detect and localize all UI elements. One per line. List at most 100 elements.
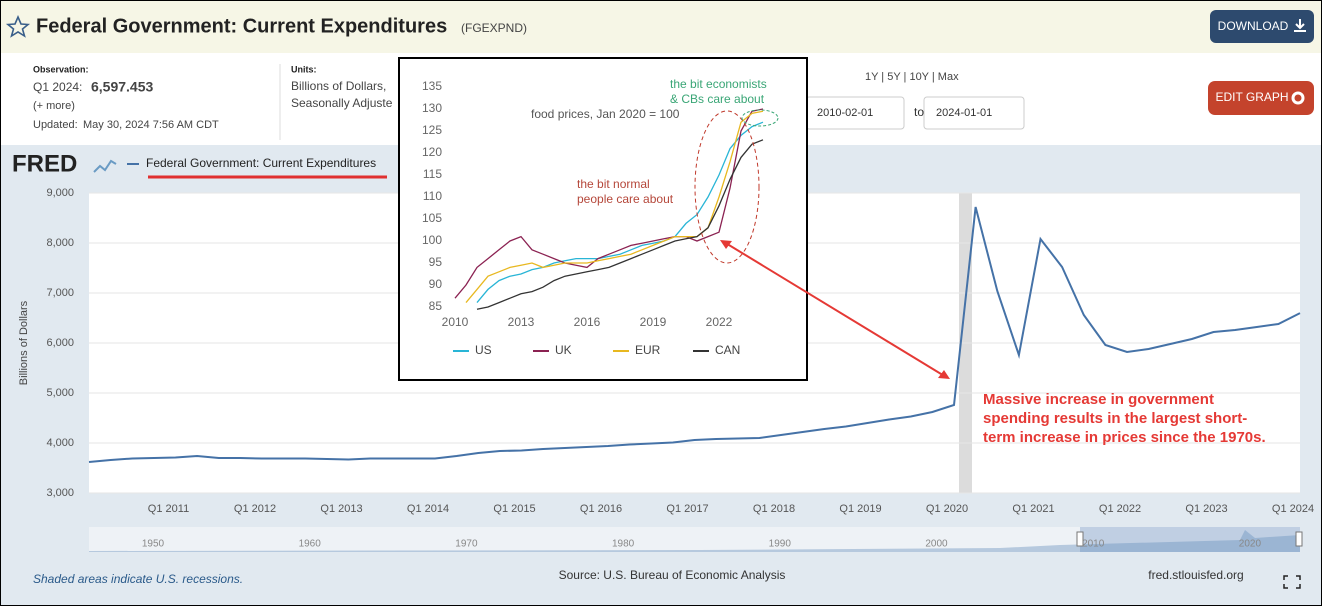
y-tick-label: 135 (422, 79, 442, 93)
recession-note: Shaded areas indicate U.S. recessions. (33, 572, 243, 586)
y-tick-label: 6,000 (46, 337, 74, 349)
more-link[interactable]: (+ more) (33, 100, 75, 112)
x-tick-label: 2010 (442, 315, 469, 329)
units-label: Units: (291, 64, 317, 74)
download-icon (1294, 19, 1306, 32)
legend-label: CAN (715, 343, 740, 357)
y-axis-label: Billions of Dollars (18, 300, 30, 385)
navigator-label: 1950 (142, 539, 165, 550)
x-tick-label: Q1 2019 (839, 503, 881, 515)
y-tick-label: 120 (422, 145, 442, 159)
x-tick-label: Q1 2012 (234, 503, 276, 515)
series-line (88, 206, 1301, 463)
annotation-line: spending results in the largest short- (983, 410, 1247, 427)
end-date: 2024-01-01 (936, 107, 992, 119)
series-line (476, 139, 764, 310)
x-tick-label: 2022 (706, 315, 733, 329)
navigator-handle[interactable] (1076, 531, 1084, 547)
x-tick-label: Q1 2020 (926, 503, 968, 515)
y-tick-label: 8,000 (46, 237, 74, 249)
legend-label: US (475, 343, 492, 357)
edit-graph-label: EDIT GRAPH (1215, 90, 1288, 104)
range-presets[interactable]: 1Y | 5Y | 10Y | Max (865, 71, 959, 83)
x-tick-label: Q1 2014 (407, 503, 449, 515)
series-id: (FGEXPND) (461, 21, 527, 35)
x-tick-label: Q1 2023 (1185, 503, 1227, 515)
highlight-ellipse (741, 109, 779, 127)
x-tick-label: Q1 2021 (1012, 503, 1054, 515)
y-tick-label: 125 (422, 123, 442, 137)
annotation-line: term increase in prices since the 1970s. (983, 429, 1266, 446)
x-tick-label: Q1 2011 (148, 503, 189, 515)
y-tick-label: 115 (423, 167, 442, 181)
arrow (723, 241, 947, 378)
x-tick-label: Q1 2017 (666, 503, 708, 515)
edit-graph-button[interactable] (1208, 81, 1314, 115)
header-bar (1, 1, 1321, 53)
start-date: 2010-02-01 (817, 107, 873, 119)
inset-annotation: & CBs care about (670, 92, 765, 106)
y-tick-label: 85 (429, 299, 443, 313)
y-tick-label: 3,000 (46, 487, 74, 499)
observation-period: Q1 2024: (33, 80, 82, 94)
x-tick-label: 2013 (508, 315, 535, 329)
end-date-input[interactable] (923, 96, 1025, 130)
series-title: Federal Government: Current Expenditures (36, 15, 447, 37)
download-label: DOWNLOAD (1218, 19, 1289, 33)
x-tick-label: Q1 2022 (1099, 503, 1141, 515)
legend-label: EUR (635, 343, 661, 357)
navigator-selection[interactable] (1080, 527, 1300, 552)
navigator-label: 1980 (612, 539, 635, 550)
y-tick-label: 100 (422, 233, 442, 247)
x-tick-label: Q1 2013 (320, 503, 362, 515)
inset-chart: 85 90 95 100 105 110 115 120 125 130 135 2010 2013 20… (422, 77, 767, 357)
navigator-label: 1990 (769, 539, 792, 550)
main-chart: 3,000 4,000 5,000 6,000 7,000 8,000 9,000 Q1 20… (18, 156, 1314, 515)
updated-date: May 30, 2024 7:56 AM CDT (83, 119, 219, 131)
x-tick-label: Q1 2016 (580, 503, 622, 515)
inset-annotation: people care about (577, 192, 674, 206)
x-tick-label: Q1 2024 (1272, 503, 1314, 515)
y-tick-label: 5,000 (46, 387, 74, 399)
fullscreen-icon[interactable] (1283, 575, 1301, 589)
updated-label: Updated: (33, 119, 78, 131)
source: Source: U.S. Bureau of Economic Analysis (559, 568, 786, 582)
range-to: to (914, 105, 924, 119)
navigator-label: 2010 (1082, 539, 1105, 550)
units-line: Billions of Dollars, (291, 79, 386, 93)
observation-value: 6,597.453 (91, 79, 153, 95)
units-line: Seasonally Adjuste (291, 96, 393, 110)
series-line (465, 110, 764, 304)
y-tick-label: 4,000 (46, 437, 74, 449)
navigator-label: 1960 (299, 539, 322, 550)
inset-annotation: the bit normal (577, 177, 650, 191)
highlight-ellipse (694, 110, 760, 264)
navigator-label: 2000 (925, 539, 948, 550)
site: fred.stlouisfed.org (1148, 568, 1243, 582)
y-tick-label: 110 (423, 189, 442, 203)
gear-icon (1291, 91, 1305, 105)
y-tick-label: 130 (422, 101, 442, 115)
navigator-handle[interactable] (1295, 531, 1303, 547)
favorite-star[interactable] (5, 14, 31, 38)
observation-label: Observation: (33, 64, 89, 74)
legend-label: UK (555, 343, 572, 357)
y-tick-label: 90 (429, 277, 443, 291)
inset-title: food prices, Jan 2020 = 100 (531, 107, 680, 121)
inset-annotation: the bit economists (670, 77, 767, 91)
y-tick-label: 95 (429, 255, 443, 269)
x-tick-label: Q1 2018 (753, 503, 795, 515)
navigator-label: 2020 (1239, 539, 1262, 550)
navigator-labels: 1950 1960 1970 1980 1990 2000 2010 2020 (142, 539, 1262, 550)
y-tick-label: 9,000 (46, 187, 74, 199)
x-tick-label: Q1 2015 (493, 503, 535, 515)
series-line (476, 121, 764, 304)
annotation-line: Massive increase in government (983, 391, 1214, 408)
navigator-area (89, 530, 1300, 552)
download-button[interactable] (1210, 10, 1314, 43)
annotation: Massive increase in government spending r… (983, 391, 1266, 446)
y-tick-label: 105 (422, 211, 442, 225)
legend-label: Federal Government: Current Expenditures (146, 156, 376, 170)
